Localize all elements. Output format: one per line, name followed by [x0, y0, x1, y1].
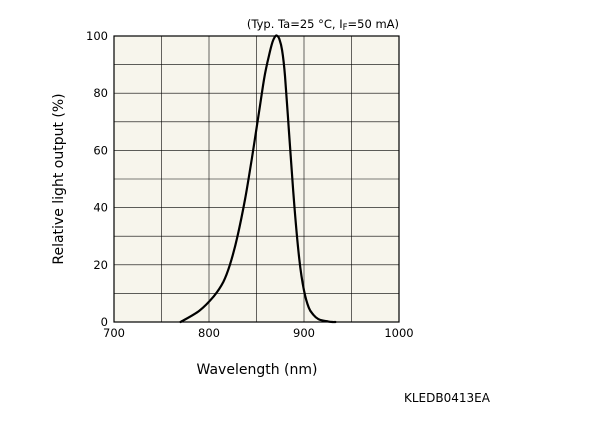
x-tick-label: 800 — [198, 326, 220, 340]
x-tick-label: 700 — [103, 326, 125, 340]
series-group — [179, 34, 337, 324]
x-tick-label: 900 — [293, 326, 315, 340]
y-tick-label: 60 — [93, 143, 108, 157]
plot-frame — [113, 35, 400, 323]
measurement-conditions: (Typ. Ta=25 °C, IF=50 mA) — [247, 17, 399, 33]
y-axis-label: Relative light output (%) — [51, 93, 67, 264]
y-tick-label: 0 — [101, 315, 108, 329]
series-line — [179, 34, 337, 324]
conditions-suffix: =50 mA) — [348, 17, 399, 31]
y-tick-label: 40 — [93, 201, 108, 215]
document-code: KLEDB0413EA — [404, 391, 490, 405]
y-tick-label: 20 — [93, 258, 108, 272]
y-axis: 0 20 40 60 80 100 — [86, 29, 108, 329]
conditions-prefix: (Typ. Ta=25 °C, I — [247, 17, 343, 31]
x-tick-label: 1000 — [384, 326, 413, 340]
y-tick-label: 80 — [93, 86, 108, 100]
y-tick-label: 100 — [86, 29, 108, 43]
conditions-subscript: F — [343, 23, 348, 33]
x-axis: 700 800 900 1000 — [103, 326, 414, 340]
x-axis-label: Wavelength (nm) — [197, 362, 318, 378]
